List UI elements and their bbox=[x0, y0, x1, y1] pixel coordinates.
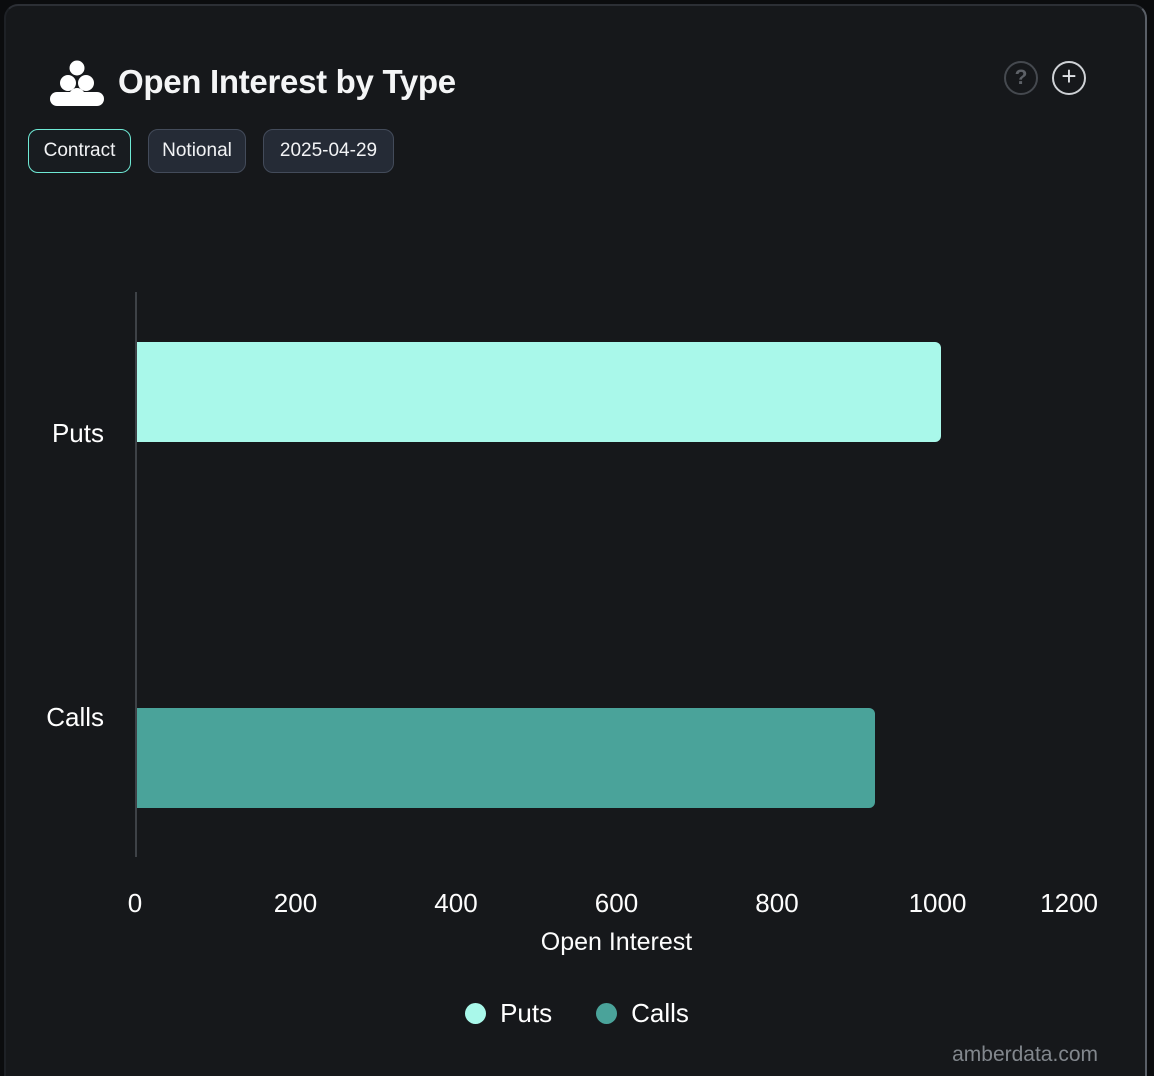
x-tick-label: 200 bbox=[273, 888, 318, 918]
x-tick-label: 400 bbox=[434, 888, 478, 918]
page-title: Open Interest by Type bbox=[118, 63, 456, 100]
notional-button[interactable]: Notional bbox=[148, 129, 246, 173]
x-tick-label: 600 bbox=[594, 888, 639, 918]
x-tick-label: 800 bbox=[755, 888, 799, 918]
puts-swatch-icon bbox=[465, 1003, 487, 1024]
legend-label-calls: Calls bbox=[631, 998, 689, 1028]
amberdata-logo-icon bbox=[50, 60, 104, 106]
y-axis-label-puts: Puts bbox=[51, 418, 104, 448]
y-axis-line bbox=[135, 292, 137, 857]
help-icon[interactable]: ? bbox=[1004, 61, 1038, 95]
x-tick-label: 0 bbox=[127, 888, 143, 918]
calls-swatch-icon bbox=[596, 1003, 618, 1024]
y-axis-label-calls: Calls bbox=[46, 702, 104, 732]
puts-bar[interactable] bbox=[137, 342, 942, 442]
date-button[interactable]: 2025-04-29 bbox=[263, 129, 394, 173]
add-glyph: + bbox=[1061, 61, 1077, 91]
x-axis-ticks: 0 200 400 600 800 1000 1200 bbox=[0, 888, 1154, 920]
contract-button[interactable]: Contract bbox=[28, 129, 131, 173]
calls-bar[interactable] bbox=[137, 708, 876, 808]
watermark: amberdata.com bbox=[952, 1043, 1098, 1066]
help-glyph: ? bbox=[1014, 66, 1028, 89]
x-tick-label: 1000 bbox=[908, 888, 967, 918]
contract-button-label: Contract bbox=[43, 140, 116, 161]
add-icon[interactable]: + bbox=[1052, 61, 1086, 95]
legend-item-puts[interactable]: Puts bbox=[465, 998, 552, 1029]
date-button-label: 2025-04-29 bbox=[279, 140, 378, 161]
legend-label-puts: Puts bbox=[500, 998, 553, 1028]
chart-card bbox=[4, 4, 1147, 1076]
x-tick-label: 1200 bbox=[1040, 888, 1098, 918]
chart-legend: Puts Calls bbox=[0, 998, 1154, 1029]
x-axis-title: Open Interest bbox=[540, 928, 693, 956]
notional-button-label: Notional bbox=[162, 140, 232, 161]
legend-item-calls[interactable]: Calls bbox=[596, 998, 689, 1029]
